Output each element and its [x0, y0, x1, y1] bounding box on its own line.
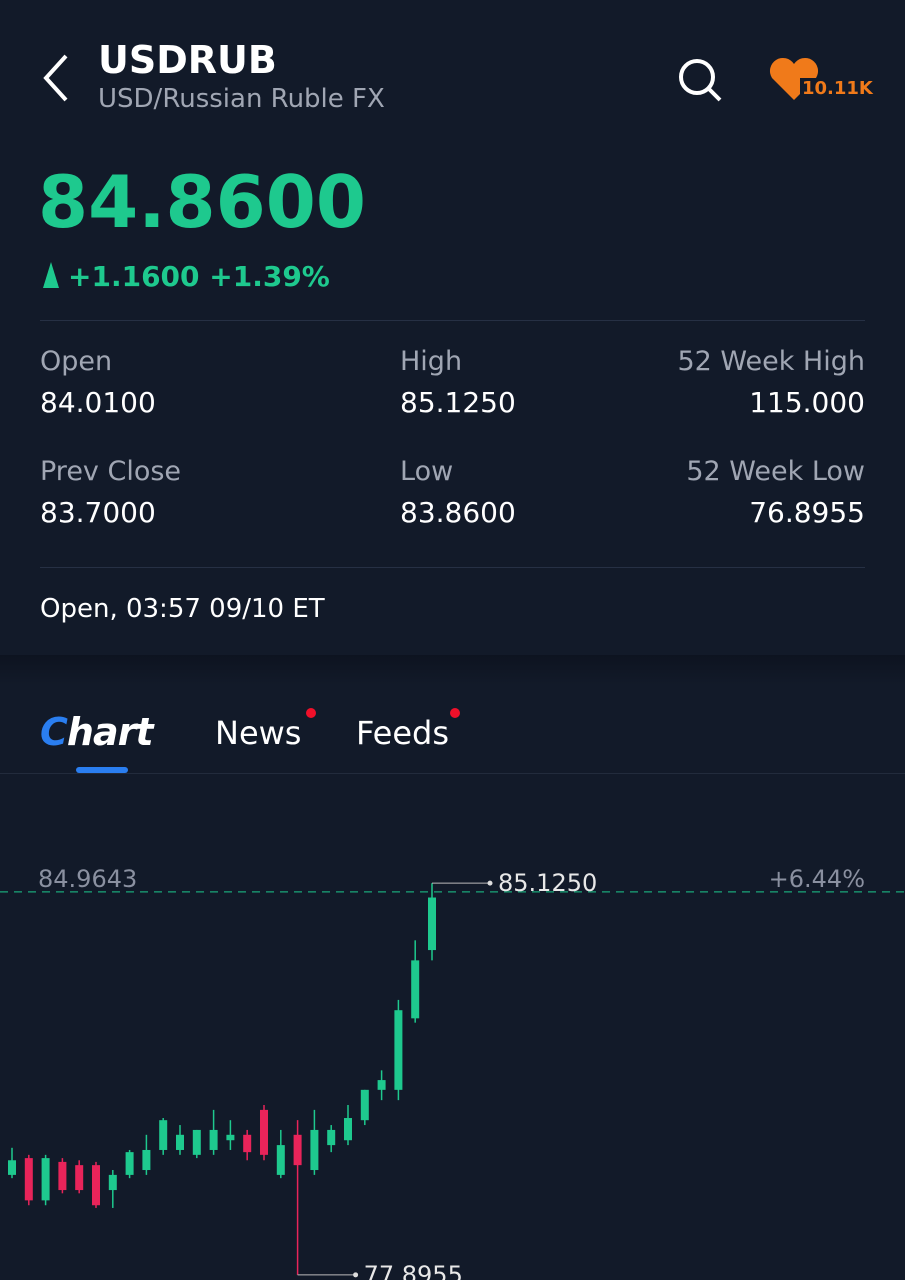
candle-body [428, 897, 436, 951]
stat-value: 76.8955 [749, 496, 865, 529]
candle-body [327, 1129, 336, 1146]
candle-body [209, 1129, 218, 1150]
extreme-dot [487, 880, 493, 886]
separator [0, 655, 905, 685]
stat-value: 85.1250 [400, 386, 516, 419]
like-count: 10.11K [800, 78, 875, 99]
search-button[interactable] [676, 56, 724, 104]
stat-label: High [400, 346, 463, 377]
reference-label: 84.9643 [38, 865, 137, 893]
change: +1.1600 +1.39% [68, 260, 330, 293]
candle-body [58, 1161, 67, 1191]
candle-body [243, 1134, 252, 1153]
stat-label: 52 Week Low [686, 456, 865, 487]
symbol: USDRUB [98, 38, 277, 82]
feeds-dot [450, 708, 460, 718]
candle-body [293, 1134, 302, 1166]
extreme-dot [353, 1272, 359, 1278]
stat-value: 83.7000 [40, 496, 156, 529]
candle-body [377, 1080, 386, 1090]
candle-body [159, 1120, 168, 1150]
change-value: +1.1600 [68, 260, 200, 293]
candle-body [75, 1165, 84, 1191]
stat-value: 84.0100 [40, 386, 156, 419]
candle-body [8, 1160, 16, 1175]
candle-body [41, 1158, 50, 1201]
candle-body [310, 1129, 319, 1171]
candle-body [411, 960, 420, 1019]
stat-label: 52 Week High [677, 346, 865, 377]
tab-news[interactable]: News [215, 714, 302, 752]
candle-body [226, 1134, 235, 1141]
stat-value: 83.8600 [400, 496, 516, 529]
extreme-label: 85.1250 [498, 869, 597, 897]
candle-body [344, 1118, 352, 1141]
stat-label: Low [400, 456, 454, 487]
news-dot [306, 708, 316, 718]
stat-value: 115.000 [749, 386, 865, 419]
tab-feeds[interactable]: Feeds [356, 714, 450, 752]
up-arrow [43, 262, 59, 288]
stat-label: Prev Close [40, 456, 182, 487]
candle-body [394, 1010, 403, 1090]
candle-body [276, 1145, 285, 1175]
divider [40, 320, 865, 321]
divider [0, 773, 905, 774]
change-pct: +1.39% [209, 260, 330, 293]
chart: 84.9643 +6.44% 85.1250 77.8955 [0, 865, 905, 1280]
tab-chart-text: hart [66, 710, 154, 754]
candle-body [142, 1149, 151, 1171]
candle-body [176, 1134, 184, 1150]
candle-body [108, 1174, 117, 1191]
back-button[interactable] [40, 52, 74, 104]
market-status: Open, 03:57 09/10 ET [40, 594, 325, 624]
tab-chart[interactable]: Chart [40, 710, 153, 754]
subtitle: USD/Russian Ruble FX [98, 84, 385, 114]
reference-change: +6.44% [769, 865, 865, 893]
price: 84.8600 [38, 160, 366, 244]
candle-body [260, 1109, 268, 1155]
tab-indicator [76, 767, 128, 773]
candle-body [360, 1089, 369, 1121]
candle-body [92, 1165, 100, 1206]
candle-body [125, 1152, 134, 1175]
favorite-button[interactable] [768, 56, 824, 102]
candle-body [192, 1129, 201, 1155]
candle-body [24, 1158, 33, 1201]
stat-label: Open [40, 346, 113, 377]
divider [40, 567, 865, 568]
extreme-label: 77.8955 [364, 1261, 463, 1280]
